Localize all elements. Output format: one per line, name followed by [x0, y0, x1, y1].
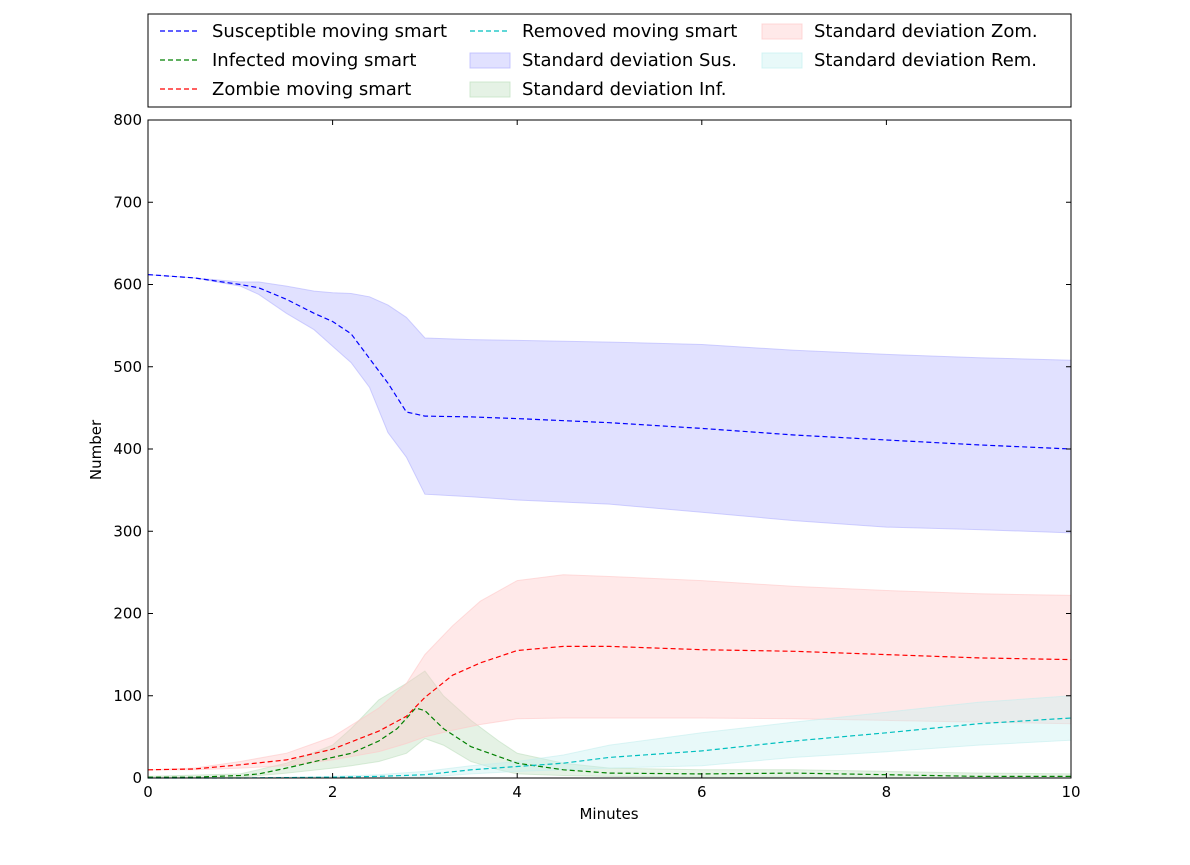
legend: Susceptible moving smart Infected moving …	[147, 13, 1072, 108]
y-tick-label: 0	[132, 769, 142, 787]
x-tick-label: 6	[697, 783, 707, 801]
legend-label-infected-moving-smart: Infected moving smart	[212, 50, 416, 71]
legend-swatch-standard-deviation-inf	[469, 81, 511, 98]
x-tick-label: 2	[328, 783, 338, 801]
y-tick-label: 300	[113, 522, 142, 540]
legend-label-standard-deviation-sus: Standard deviation Sus.	[522, 50, 737, 71]
x-axis-label: Minutes	[579, 805, 638, 823]
x-tick-label: 4	[512, 783, 522, 801]
y-tick-label: 600	[113, 276, 142, 294]
legend-label-standard-deviation-rem: Standard deviation Rem.	[814, 50, 1037, 71]
series-line-zombie-moving-smart	[147, 645, 1072, 771]
y-tick-label: 400	[113, 440, 142, 458]
legend-swatch-standard-deviation-sus	[469, 52, 511, 69]
x-tick-label: 8	[882, 783, 892, 801]
series-line-susceptible-moving-smart	[147, 274, 1072, 450]
x-tick-label: 0	[143, 783, 153, 801]
y-tick-label: 700	[113, 193, 142, 211]
legend-label-standard-deviation-zom: Standard deviation Zom.	[814, 21, 1038, 42]
y-tick-label: 500	[113, 358, 142, 376]
y-tick-label: 100	[113, 687, 142, 705]
legend-frame	[147, 13, 1072, 108]
y-tick-label: 800	[113, 111, 142, 129]
std-bands-layer	[147, 274, 1072, 779]
series-lines-layer	[147, 274, 1072, 779]
legend-swatch-standard-deviation-zom	[761, 23, 803, 40]
y-axis-label: Number	[87, 419, 105, 480]
legend-label-standard-deviation-inf: Standard deviation Inf.	[522, 79, 726, 100]
x-tick-label: 10	[1061, 783, 1080, 801]
legend-label-zombie-moving-smart: Zombie moving smart	[212, 79, 411, 100]
series-line-infected-moving-smart	[148, 707, 1071, 778]
legend-swatch-standard-deviation-rem	[761, 52, 803, 69]
y-tick-label: 200	[113, 605, 142, 623]
series-line-removed-moving-smart	[148, 717, 1072, 779]
legend-label-removed-moving-smart: Removed moving smart	[522, 21, 737, 42]
legend-label-susceptible-moving-smart: Susceptible moving smart	[212, 21, 447, 42]
